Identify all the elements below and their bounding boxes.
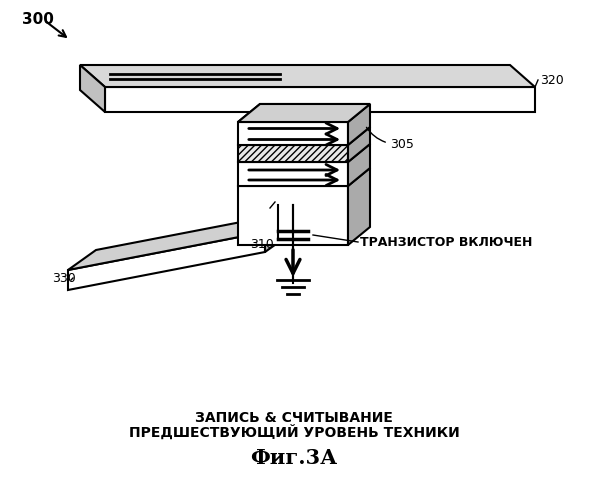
Text: Фиг.3А: Фиг.3А [250,448,337,468]
Polygon shape [348,127,370,162]
Text: ТРАНЗИСТОР ВКЛЮЧЕН: ТРАНЗИСТОР ВКЛЮЧЕН [360,236,532,248]
Polygon shape [238,145,348,162]
Text: 305: 305 [390,138,414,151]
Text: ЗАПИСЬ & СЧИТЫВАНИЕ: ЗАПИСЬ & СЧИТЫВАНИЕ [195,411,393,425]
Polygon shape [238,162,348,186]
Polygon shape [105,87,535,112]
Text: 330: 330 [52,272,76,284]
Polygon shape [348,168,370,245]
Polygon shape [238,186,348,245]
Text: 300: 300 [22,12,54,27]
Polygon shape [238,104,370,122]
Polygon shape [80,65,535,87]
Text: 320: 320 [540,74,564,86]
Polygon shape [68,232,265,290]
Polygon shape [348,144,370,186]
Polygon shape [68,212,293,270]
Polygon shape [80,65,105,112]
Polygon shape [238,144,370,162]
Polygon shape [238,168,370,186]
Polygon shape [238,127,370,145]
Text: 310: 310 [250,238,274,252]
Text: ПРЕДШЕСТВУЮЩИЙ УРОВЕНЬ ТЕХНИКИ: ПРЕДШЕСТВУЮЩИЙ УРОВЕНЬ ТЕХНИКИ [128,424,459,440]
Polygon shape [348,104,370,145]
Polygon shape [238,122,348,145]
Polygon shape [265,212,293,252]
Polygon shape [238,104,370,122]
